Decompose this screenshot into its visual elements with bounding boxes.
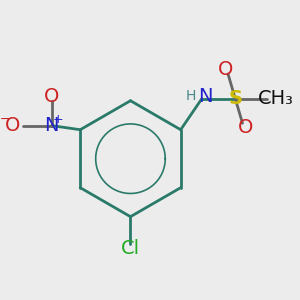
- Text: O: O: [218, 60, 233, 79]
- Text: O: O: [5, 116, 20, 135]
- Text: N: N: [44, 116, 59, 135]
- Text: Cl: Cl: [121, 239, 140, 258]
- Text: O: O: [44, 87, 59, 106]
- Text: H: H: [186, 89, 196, 103]
- Text: CH₃: CH₃: [258, 89, 294, 108]
- Text: N: N: [198, 87, 213, 106]
- Text: −: −: [0, 113, 11, 126]
- Text: +: +: [52, 113, 63, 126]
- Text: S: S: [228, 89, 242, 108]
- Text: O: O: [238, 118, 253, 137]
